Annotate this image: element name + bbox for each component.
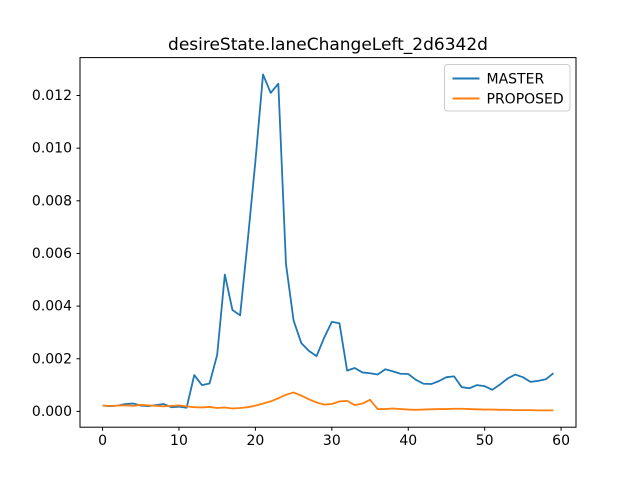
plot-area: 0 10 20 30 40 50 600.0000.0020.0040.0060.0080.… xyxy=(32,57,577,449)
legend-label-proposed: PROPOSED xyxy=(487,92,564,108)
y-tick-label: 0.004 xyxy=(32,299,72,315)
chart-title: desireState.laneChangeLeft_2d6342d xyxy=(168,35,488,55)
y-tick-label: 0.008 xyxy=(32,193,72,209)
x-tick-label: 20 xyxy=(246,433,264,449)
y-tick-label: 0.000 xyxy=(32,404,72,420)
y-tick-label: 0.010 xyxy=(32,141,72,157)
y-axis: 0.000 0.002 0.004 0.006 0.008 0.010 0.012 xyxy=(32,88,80,420)
x-axis: 0 10 20 30 40 50 60 xyxy=(98,427,570,449)
series-lines xyxy=(102,73,555,412)
x-tick-label: 0 xyxy=(98,433,107,449)
y-tick-label: 0.012 xyxy=(32,88,72,104)
y-tick-label: 0.006 xyxy=(32,246,72,262)
x-tick-label: 50 xyxy=(476,433,494,449)
x-tick-label: 40 xyxy=(399,433,417,449)
legend: MASTER PROPOSED xyxy=(444,64,571,112)
series-line-proposed xyxy=(102,391,554,412)
axes-spines xyxy=(79,57,577,428)
legend-label-master: MASTER xyxy=(487,72,545,88)
x-tick-label: 60 xyxy=(552,433,570,449)
x-tick-label: 10 xyxy=(170,433,188,449)
y-tick-label: 0.002 xyxy=(32,351,72,367)
series-line-master xyxy=(102,73,555,409)
x-tick-label: 30 xyxy=(323,433,341,449)
